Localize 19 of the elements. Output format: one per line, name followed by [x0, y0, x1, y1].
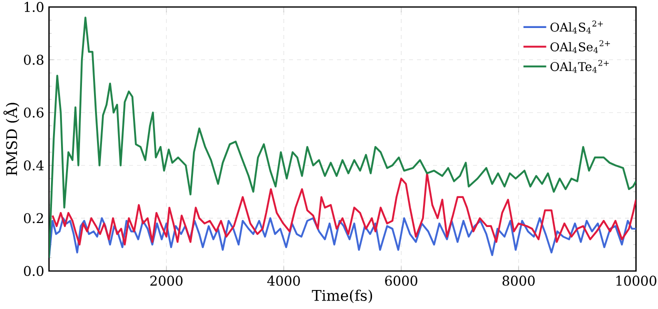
- line-series: [49, 16, 636, 259]
- x-tick-label: 2000: [150, 276, 182, 286]
- y-tick-label: 0.4: [24, 160, 44, 170]
- y-tick-label: 1.0: [24, 2, 44, 12]
- line-series: [49, 217, 636, 259]
- legend-label: OAl$_{4}$Te$_{4}$2+: [550, 60, 609, 73]
- legend-label: OAl$_{4}$Se$_{4}$2+: [550, 40, 610, 54]
- y-tick-label: 0.0: [24, 266, 44, 276]
- y-tick-label: 0.8: [24, 54, 44, 65]
- x-axis-title: Time(fs): [312, 290, 372, 304]
- y-axis-title: RMSD (Å): [3, 102, 20, 176]
- x-tick-label: 4000: [267, 276, 300, 286]
- legend-label: OAl$_{4}$S$_{4}$2+: [550, 20, 603, 34]
- y-tick-label: 0.6: [24, 108, 44, 118]
- x-tick-label: 6000: [385, 276, 418, 286]
- line-series: [52, 172, 636, 246]
- y-tick-label: 0.2: [24, 213, 43, 224]
- x-tick-label: 10000: [616, 276, 656, 286]
- x-tick-label: 8000: [502, 276, 535, 286]
